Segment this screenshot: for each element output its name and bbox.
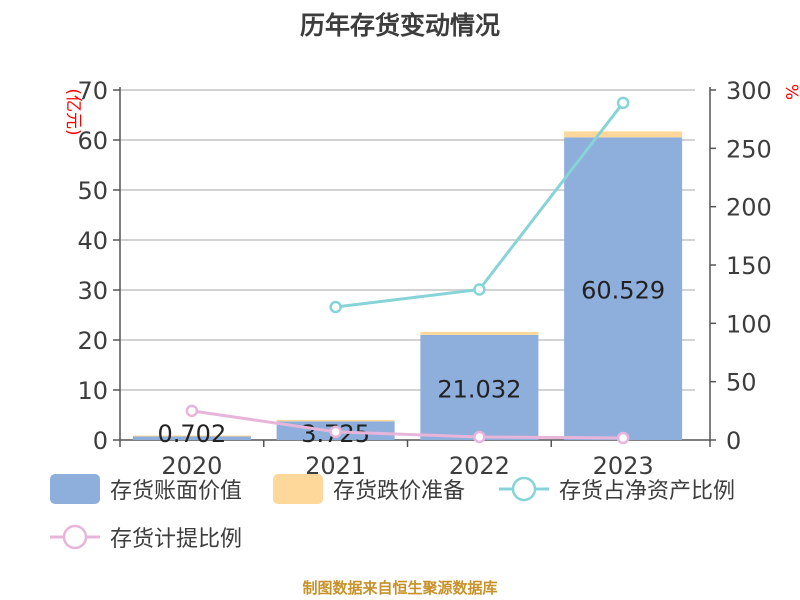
legend-item-provision[interactable]: 存货跌价准备: [273, 474, 465, 504]
bar-provision: [420, 331, 539, 335]
y-tick-label: 60: [77, 127, 108, 155]
bar-book-value: [132, 436, 251, 440]
bar-value-label: 60.529: [581, 277, 665, 305]
line-provision-ratio-point: [616, 431, 630, 445]
legend-line-marker-icon: [50, 524, 100, 550]
source-footer: 制图数据来自恒生聚源数据库: [302, 579, 498, 597]
y-right-tick-label: 300: [726, 77, 772, 105]
legend-item-book-value[interactable]: 存货账面价值: [50, 474, 242, 504]
y-tick-label: 40: [77, 227, 108, 255]
bar-value-label: 0.702: [158, 420, 227, 448]
x-tick-label: 2023: [593, 452, 654, 480]
legend-swatch-book-value: [50, 474, 100, 504]
y-tick-label: 20: [77, 327, 108, 355]
x-tick-label: 2020: [161, 452, 222, 480]
x-tick-label: 2022: [449, 452, 510, 480]
right-axis-unit: %: [781, 84, 800, 100]
legend-label: 存货跌价准备: [333, 479, 466, 504]
legend-line-marker-icon: [499, 476, 549, 502]
legend-item-net-asset-ratio[interactable]: 存货占净资产比例: [499, 474, 735, 504]
left-axis-unit: (亿元): [63, 88, 83, 135]
legend-label: 存货账面价值: [110, 479, 243, 504]
bar-provision: [132, 435, 251, 437]
line-net-asset-ratio-point: [473, 283, 486, 296]
legend-label: 存货占净资产比例: [559, 479, 736, 504]
line-provision-ratio-point: [329, 425, 342, 439]
legend-swatch-provision: [273, 474, 323, 504]
y-right-tick-label: 50: [726, 369, 757, 397]
bar-book-value: [564, 137, 683, 441]
line-provision-ratio-point: [473, 430, 486, 444]
y-tick-label: 30: [77, 277, 108, 305]
y-tick-label: 10: [77, 377, 108, 405]
y-right-tick-label: 200: [726, 194, 772, 222]
bar-provision: [276, 419, 395, 422]
line-net-asset-ratio-point: [616, 96, 630, 110]
y-right-tick-label: 100: [726, 310, 772, 338]
bar-book-value: [420, 334, 539, 440]
y-right-tick-label: 150: [726, 252, 772, 280]
chart-title: 历年存货变动情况: [299, 11, 500, 40]
line-provision-ratio-point: [185, 404, 199, 418]
y-right-tick-label: 250: [726, 135, 772, 163]
y-tick-label: 50: [77, 177, 108, 205]
bar-value-label: 21.032: [437, 375, 521, 403]
bar-provision: [564, 131, 683, 138]
y-tick-label: 0: [93, 427, 108, 455]
legend-item-provision-ratio[interactable]: 存货计提比例: [50, 522, 242, 552]
line-net-asset-ratio-point: [329, 300, 342, 314]
legend-label: 存货计提比例: [110, 527, 243, 552]
line-provision-ratio: [191, 409, 624, 440]
y-tick-label: 70: [77, 77, 108, 105]
y-right-tick-label: 0: [726, 427, 741, 455]
